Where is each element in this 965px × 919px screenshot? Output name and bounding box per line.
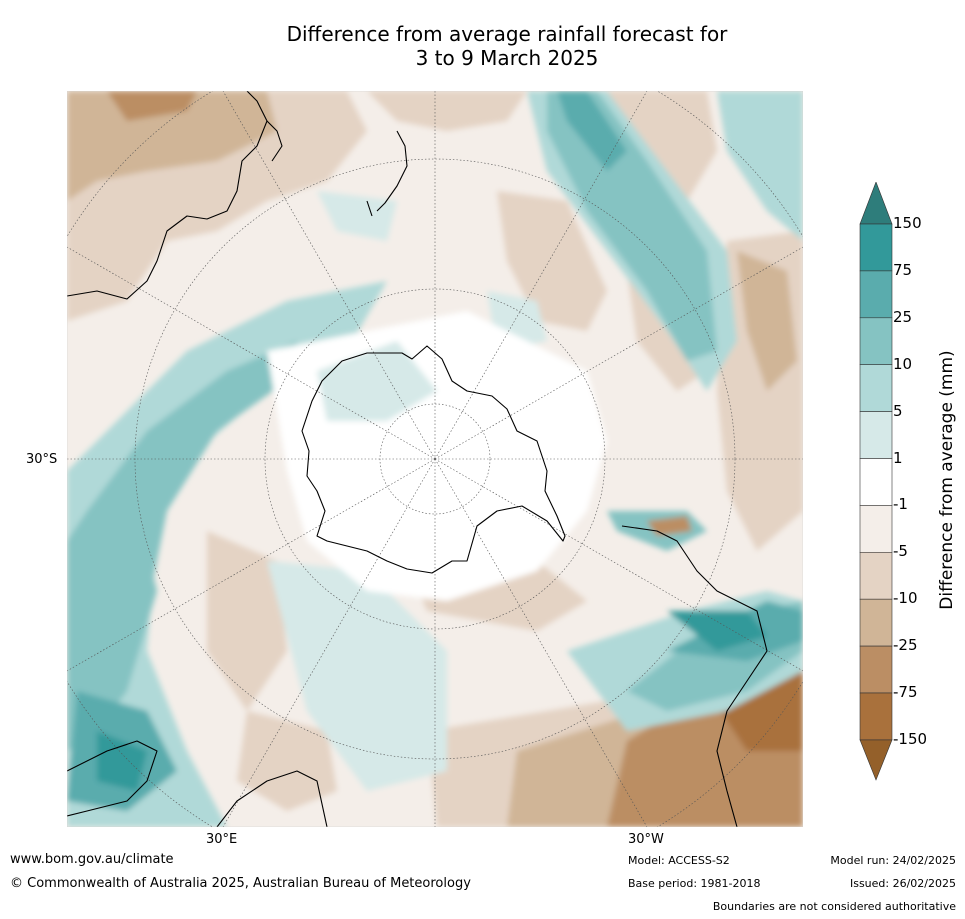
graticule [67,91,803,827]
antarctica-coast [301,345,566,574]
rainfall-anomaly-map [67,91,803,827]
colorbar-swatch [859,551,893,600]
africa-coast [67,740,328,827]
boundary-disclaimer: Boundaries are not considered authoritat… [712,900,956,913]
coastlines [67,91,768,827]
colorbar-tick-label: 1 [893,448,903,467]
colorbar-swatch [859,458,893,506]
colorbar-tick-label: -75 [893,683,918,701]
colorbar-tick-label: 10 [893,354,913,373]
colorbar-tick-label: -5 [893,542,908,561]
colorbar-extend-top [859,182,893,225]
colorbar-tick-label: 150 [893,214,922,232]
colorbar-title: Difference from average (mm) [937,350,957,610]
colorbar-swatch [859,505,893,553]
colorbar-swatch [859,692,893,741]
colorbar-tick-label: 25 [893,307,913,326]
colorbar-swatch [859,645,893,694]
model-run-date: Model run: 24/02/2025 [830,854,956,867]
longitude-label-30e: 30°E [206,832,238,847]
colorbar-swatch [859,598,893,647]
colorbar-swatch [859,270,893,319]
model-name: Model: ACCESS-S2 [628,854,730,867]
australia-coast [67,91,268,300]
issued-date: Issued: 26/02/2025 [849,877,956,890]
colorbar-swatch [859,317,893,366]
latitude-label-30s: 30°S [26,452,58,467]
colorbar-tick-label: 75 [893,260,913,279]
longitude-label-30w: 30°W [628,832,664,847]
colorbar [859,182,893,781]
rainfall-anomaly-field [67,91,803,827]
map-title-line-1: Difference from average rainfall forecas… [286,22,728,46]
colorbar-tick-label: -10 [893,589,918,608]
colorbar-tick-label: 5 [893,401,903,420]
colorbar-swatch [859,364,893,412]
colorbar-extend-bottom [859,739,893,781]
copyright-notice: © Commonwealth of Australia 2025, Austra… [10,876,471,891]
map-title-line-2: 3 to 9 March 2025 [415,46,599,70]
colorbar-tick-label: -1 [893,495,908,514]
colorbar-tick-label: -25 [893,636,918,655]
colorbar-swatches [859,182,893,781]
new-zealand-coast [366,130,408,217]
south-america-coast [621,525,768,827]
website-url: www.bom.gov.au/climate [10,852,174,867]
colorbar-swatch [859,411,893,459]
base-period: Base period: 1981-2018 [628,877,761,890]
colorbar-swatch [859,223,893,272]
colorbar-tick-label: -150 [893,729,928,748]
